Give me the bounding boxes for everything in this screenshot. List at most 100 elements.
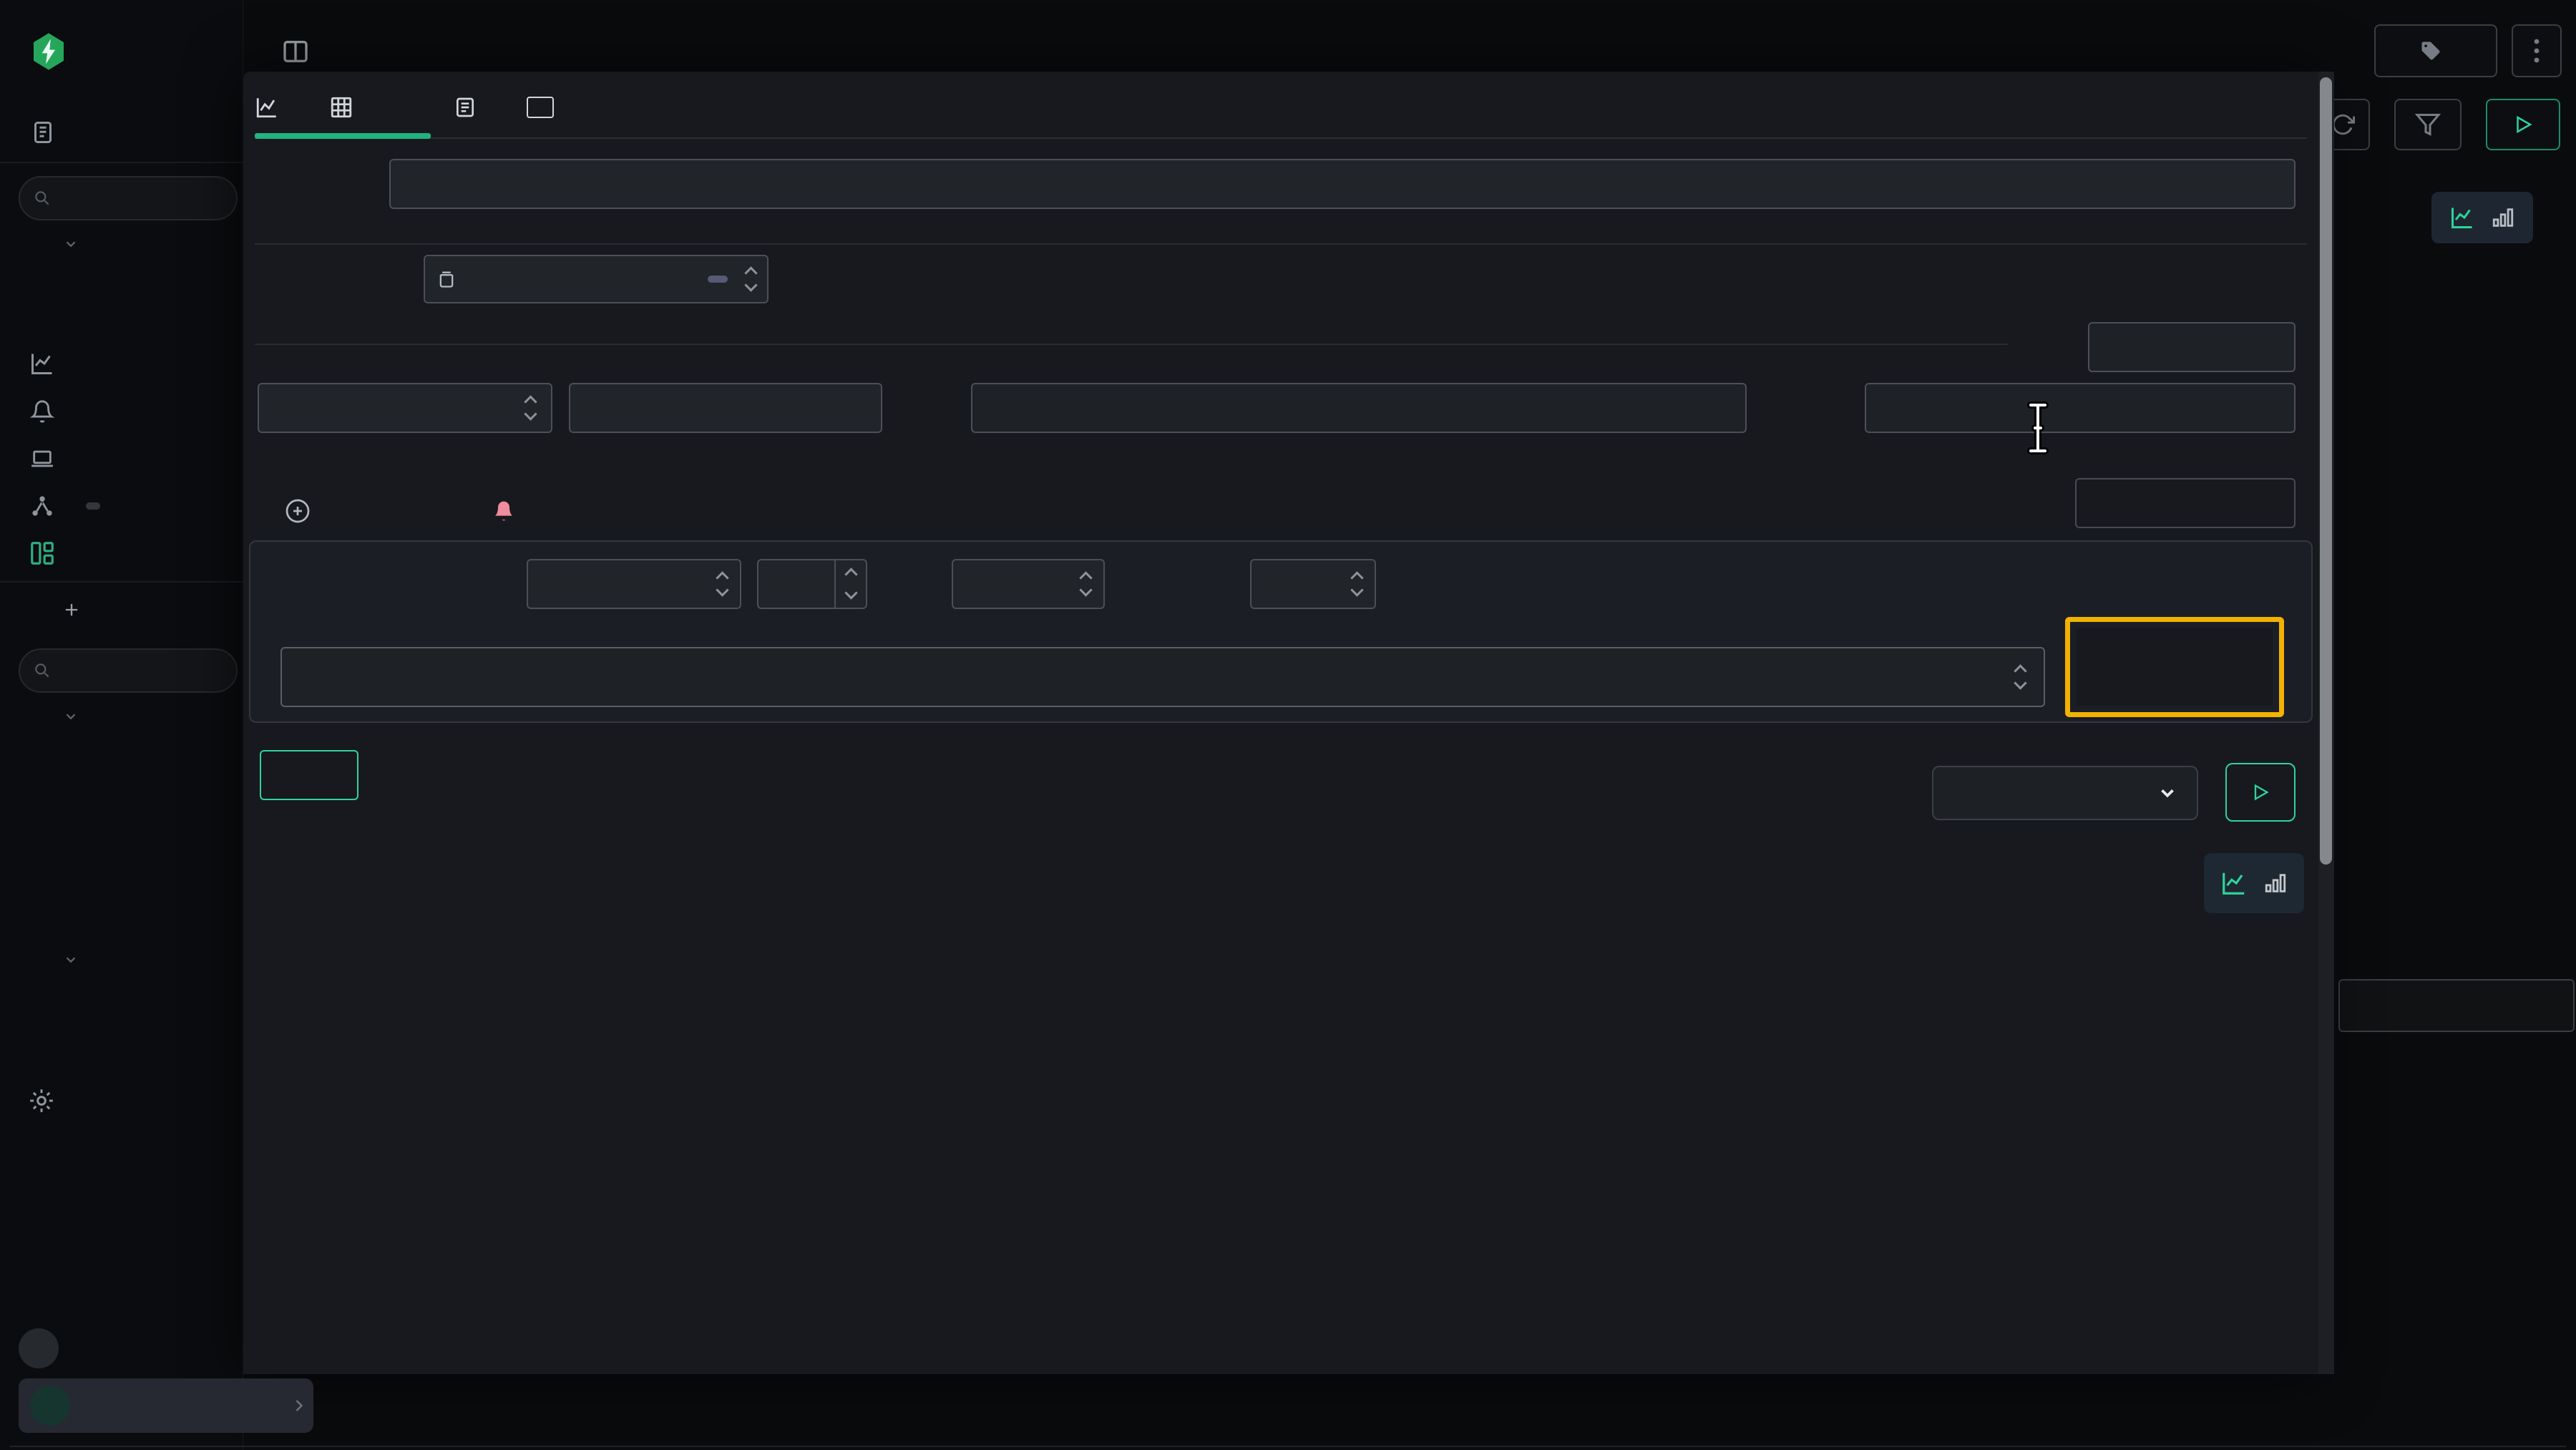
bar-chart-icon[interactable]	[2263, 871, 2288, 895]
remove-alert-button[interactable]	[492, 498, 527, 524]
search-icon	[33, 189, 52, 208]
stepper-down-icon	[844, 585, 858, 600]
background-search-strip[interactable]	[2338, 979, 2575, 1032]
preview-chart-type-toggle[interactable]	[2204, 853, 2304, 913]
granularity-select[interactable]	[1932, 766, 2198, 820]
select-chevrons-icon	[716, 571, 729, 597]
sidebar-item-team-settings[interactable]	[27, 1086, 70, 1115]
play-icon	[2512, 114, 2534, 135]
service-map-icon	[30, 492, 54, 520]
laptop-icon	[29, 447, 56, 471]
aggregation-select[interactable]	[258, 383, 552, 433]
background-dashboard-chart[interactable]	[2334, 401, 2576, 910]
line-chart-icon	[255, 95, 279, 120]
line-chart-icon[interactable]	[2449, 205, 2475, 230]
data-source-select[interactable]	[424, 255, 769, 303]
tabs-underline	[255, 137, 2307, 139]
webhook-select[interactable]	[280, 647, 2045, 707]
saved-searches-header[interactable]	[63, 236, 92, 252]
divider	[255, 344, 2008, 345]
sidebar-divider	[0, 581, 243, 583]
tab-markdown[interactable]	[527, 84, 564, 130]
line-chart-icon[interactable]	[2220, 870, 2248, 897]
tab-number[interactable]	[404, 84, 414, 130]
select-chevrons-icon	[2014, 664, 2027, 690]
plus-circle-icon	[285, 498, 311, 524]
alert-channel-select[interactable]	[1250, 559, 1376, 609]
presets-header[interactable]	[63, 952, 92, 968]
tab-line-bar[interactable]	[255, 84, 289, 130]
beta-badge	[86, 502, 100, 510]
select-chevrons-icon	[1350, 571, 1364, 597]
panel-collapse-icon[interactable]	[280, 37, 311, 66]
run-query-button-background[interactable]	[2486, 99, 2560, 150]
chart-type-tabs	[255, 84, 564, 130]
saved-dashboards-header[interactable]	[63, 709, 242, 724]
kebab-icon	[2534, 38, 2540, 64]
sidebar-item-client-sessions[interactable]	[29, 447, 70, 471]
hyperdx-logo-icon[interactable]	[29, 31, 69, 72]
chart-name-input[interactable]	[389, 159, 2296, 209]
log-search-icon	[30, 117, 56, 147]
modal-scrollbar[interactable]	[2318, 72, 2334, 1374]
chevron-right-icon	[289, 1394, 309, 1417]
search-results-icon	[454, 95, 477, 120]
bell-icon	[30, 398, 54, 425]
modal-scrollbar-thumb[interactable]	[2320, 77, 2332, 865]
sidebar-item-alerts[interactable]	[30, 398, 70, 425]
plus-icon	[62, 600, 82, 620]
avatar	[30, 1386, 70, 1426]
stepper-buttons[interactable]	[834, 560, 866, 608]
table-icon	[329, 95, 353, 120]
sidebar-item-chart-explorer[interactable]	[29, 351, 70, 376]
search-icon	[33, 661, 52, 680]
set-number-format-button[interactable]	[2075, 478, 2296, 528]
database-icon	[436, 268, 457, 290]
sidebar-divider	[0, 162, 243, 163]
filter-icon	[2415, 112, 2441, 137]
sidebar-item-search[interactable]	[30, 117, 70, 147]
preview-chart[interactable]	[243, 823, 2318, 1374]
tab-table[interactable]	[329, 84, 364, 130]
run-chart-button[interactable]	[2225, 763, 2296, 822]
chevron-down-icon	[2157, 782, 2178, 804]
saved-dashboards-input[interactable]	[19, 648, 238, 693]
refresh-icon	[2331, 112, 2355, 137]
select-chevrons-icon	[1079, 571, 1093, 597]
stepper-up-icon	[844, 567, 858, 581]
dashboards-icon	[29, 540, 56, 567]
help-button[interactable]	[19, 1328, 59, 1368]
filter-button[interactable]	[2394, 99, 2462, 150]
saved-searches-input[interactable]	[19, 176, 238, 220]
background-chart-type-toggle[interactable]	[2431, 192, 2533, 243]
tab-search[interactable]	[454, 84, 487, 130]
alert-config-panel	[249, 540, 2313, 723]
bar-chart-icon[interactable]	[2491, 205, 2515, 230]
chevron-down-icon	[63, 236, 79, 252]
markdown-icon	[527, 97, 554, 118]
more-menu-button[interactable]	[2512, 24, 2562, 77]
select-chevrons-icon	[524, 395, 537, 421]
play-icon	[2250, 782, 2270, 802]
sidebar	[0, 0, 243, 1450]
divider	[255, 243, 2307, 245]
alias-input[interactable]	[2088, 322, 2296, 372]
schema-badge[interactable]	[708, 276, 728, 283]
add-series-button[interactable]	[285, 498, 322, 524]
save-button[interactable]	[260, 750, 358, 800]
create-dashboard-button[interactable]	[62, 600, 94, 620]
tag-icon	[2420, 40, 2441, 62]
alert-operator-select[interactable]	[527, 559, 741, 609]
alert-threshold-stepper[interactable]	[757, 559, 867, 609]
tags-button[interactable]	[2374, 24, 2497, 77]
sidebar-item-dashboards[interactable]	[29, 540, 70, 567]
add-new-webhook-highlight	[2065, 617, 2284, 717]
user-card[interactable]	[19, 1378, 313, 1433]
where-input[interactable]	[971, 383, 1747, 433]
alert-window-select[interactable]	[952, 559, 1105, 609]
active-tab-indicator	[255, 133, 431, 139]
add-new-webhook-button[interactable]	[2077, 628, 2273, 706]
group-by-input[interactable]	[1865, 383, 2296, 433]
sidebar-item-service-map[interactable]	[30, 492, 100, 520]
field-input[interactable]	[569, 383, 882, 433]
